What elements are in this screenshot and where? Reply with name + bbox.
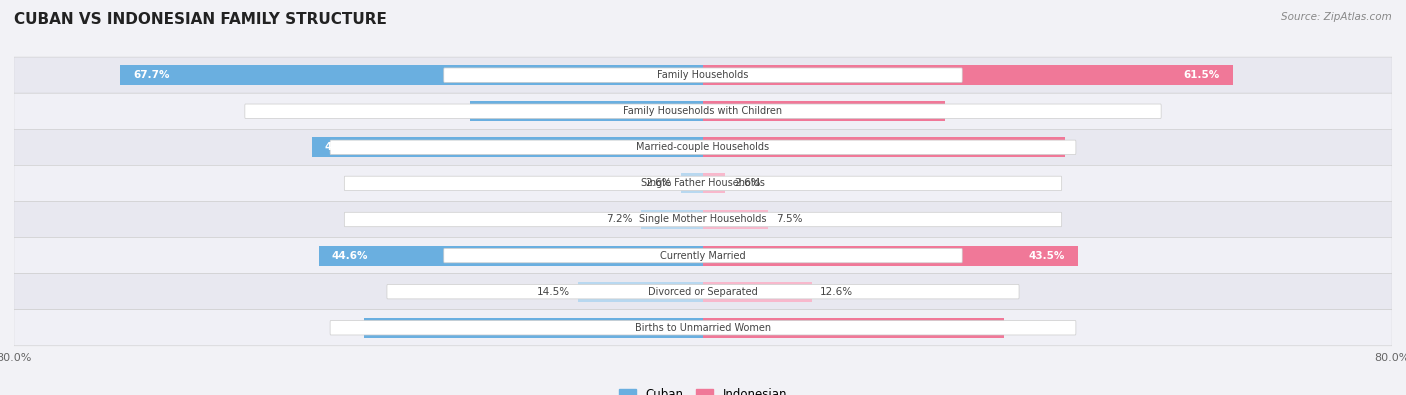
FancyBboxPatch shape bbox=[245, 104, 1161, 118]
Bar bbox=[703, 137, 1064, 157]
Text: 44.6%: 44.6% bbox=[332, 250, 368, 261]
Text: Single Mother Households: Single Mother Households bbox=[640, 214, 766, 224]
Bar bbox=[703, 101, 945, 121]
Text: Family Households with Children: Family Households with Children bbox=[623, 106, 783, 116]
Bar bbox=[703, 246, 1077, 265]
Bar bbox=[703, 318, 1004, 338]
FancyBboxPatch shape bbox=[344, 176, 1062, 191]
FancyBboxPatch shape bbox=[330, 140, 1076, 154]
Bar bbox=[470, 101, 703, 121]
Text: 2.6%: 2.6% bbox=[645, 179, 672, 188]
Text: Source: ZipAtlas.com: Source: ZipAtlas.com bbox=[1281, 12, 1392, 22]
Text: 35.0%: 35.0% bbox=[955, 323, 991, 333]
Bar bbox=[641, 210, 703, 229]
Bar bbox=[703, 282, 811, 302]
Text: CUBAN VS INDONESIAN FAMILY STRUCTURE: CUBAN VS INDONESIAN FAMILY STRUCTURE bbox=[14, 12, 387, 27]
Text: Divorced or Separated: Divorced or Separated bbox=[648, 287, 758, 297]
Text: 43.5%: 43.5% bbox=[1028, 250, 1064, 261]
FancyBboxPatch shape bbox=[14, 201, 1392, 237]
Bar bbox=[364, 318, 703, 338]
FancyBboxPatch shape bbox=[14, 129, 1392, 166]
Text: 7.2%: 7.2% bbox=[606, 214, 633, 224]
Bar bbox=[703, 65, 1233, 85]
FancyBboxPatch shape bbox=[14, 166, 1392, 201]
Bar bbox=[703, 210, 768, 229]
FancyBboxPatch shape bbox=[444, 248, 962, 263]
Bar bbox=[312, 137, 703, 157]
FancyBboxPatch shape bbox=[14, 237, 1392, 274]
Legend: Cuban, Indonesian: Cuban, Indonesian bbox=[614, 384, 792, 395]
Text: Married-couple Households: Married-couple Households bbox=[637, 142, 769, 152]
Text: 2.6%: 2.6% bbox=[734, 179, 761, 188]
Text: Family Households: Family Households bbox=[658, 70, 748, 80]
FancyBboxPatch shape bbox=[14, 274, 1392, 310]
Bar bbox=[681, 173, 703, 193]
Text: 39.4%: 39.4% bbox=[377, 323, 413, 333]
Text: 27.1%: 27.1% bbox=[482, 106, 519, 116]
Text: 61.5%: 61.5% bbox=[1184, 70, 1219, 80]
FancyBboxPatch shape bbox=[14, 93, 1392, 129]
Text: Births to Unmarried Women: Births to Unmarried Women bbox=[636, 323, 770, 333]
FancyBboxPatch shape bbox=[14, 57, 1392, 93]
FancyBboxPatch shape bbox=[387, 284, 1019, 299]
Text: 42.0%: 42.0% bbox=[1015, 142, 1052, 152]
Bar bbox=[703, 173, 725, 193]
Bar bbox=[120, 65, 703, 85]
Text: 67.7%: 67.7% bbox=[134, 70, 169, 80]
Bar bbox=[578, 282, 703, 302]
FancyBboxPatch shape bbox=[330, 320, 1076, 335]
Text: Currently Married: Currently Married bbox=[661, 250, 745, 261]
Text: 12.6%: 12.6% bbox=[820, 287, 853, 297]
FancyBboxPatch shape bbox=[14, 310, 1392, 346]
Bar bbox=[319, 246, 703, 265]
Text: 7.5%: 7.5% bbox=[776, 214, 803, 224]
Text: 14.5%: 14.5% bbox=[537, 287, 569, 297]
FancyBboxPatch shape bbox=[444, 68, 962, 83]
Text: 28.1%: 28.1% bbox=[896, 106, 932, 116]
Text: Single Father Households: Single Father Households bbox=[641, 179, 765, 188]
Text: 45.4%: 45.4% bbox=[325, 142, 361, 152]
FancyBboxPatch shape bbox=[344, 212, 1062, 227]
